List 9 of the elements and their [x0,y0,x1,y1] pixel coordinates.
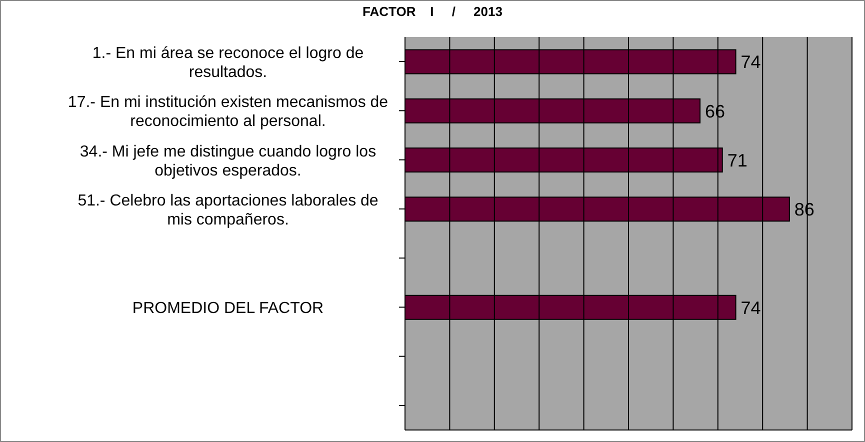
chart-title: FACTOR I / 2013 [362,4,504,19]
data-label: 71 [727,150,748,170]
data-label: 74 [740,298,761,318]
y-tick-label: 1.- En mi área se reconoce el logro de resultados. [92,45,364,82]
y-tick-label: PROMEDIO DEL FACTOR [132,300,324,318]
y-tick-label: 34.- Mi jefe me distingue cuando logro los objetivos esperados. [80,143,376,180]
data-label: 74 [740,52,761,72]
y-tick-label: 51.- Celebro las aportaciones laborales de mis compañeros. [78,192,378,228]
y-tick-label: 17.- En mi institución existen mecanismos de reconocimiento al personal. [68,94,388,130]
